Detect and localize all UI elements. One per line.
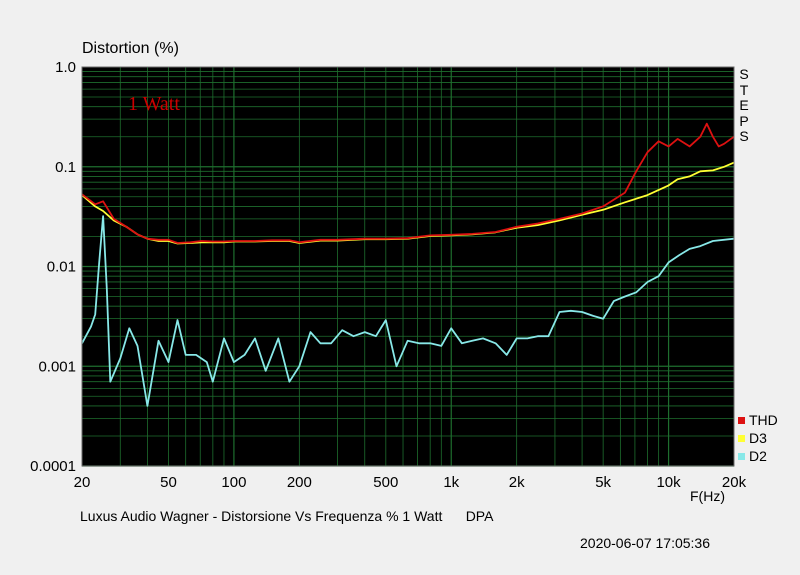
steps-letter: P (739, 112, 749, 129)
y-tick-label: 0.1 (55, 159, 76, 176)
legend-swatch-thd (738, 416, 745, 424)
chart-caption: Luxus Audio Wagner - Distorsione Vs Freq… (80, 508, 494, 524)
x-tick-label: 50 (160, 474, 177, 491)
x-tick-label: 20k (722, 474, 747, 491)
timestamp: 2020-06-07 17:05:36 (580, 535, 710, 551)
steps-letter: S (739, 66, 749, 82)
plot-border (81, 66, 735, 467)
steps-letter: S (739, 128, 749, 145)
legend: THD D3 D2 (738, 411, 778, 465)
legend-label-thd: THD (749, 412, 778, 428)
steps-label: S T E P S (737, 66, 751, 145)
legend-item-d3: D3 (738, 429, 778, 447)
x-tick-label: 2k (509, 474, 525, 491)
x-tick-label: 5k (595, 474, 611, 491)
legend-item-d2: D2 (738, 447, 778, 465)
annotation-1-watt: 1 Watt (128, 93, 180, 115)
x-tick-label: 20 (74, 474, 91, 491)
legend-label-d2: D2 (749, 448, 767, 464)
y-tick-label: 0.0001 (30, 458, 76, 475)
x-tick-label: 200 (287, 474, 312, 491)
legend-swatch-d2 (738, 452, 745, 460)
x-axis-label: F(Hz) (690, 488, 725, 504)
chart-title: Distortion (%) (82, 40, 179, 57)
x-tick-label: 500 (373, 474, 398, 491)
y-tick-label: 0.001 (38, 358, 76, 375)
x-tick-label: 100 (221, 474, 246, 491)
series-line-d2 (81, 215, 735, 407)
steps-letter: E (739, 97, 749, 114)
y-tick-label: 1.0 (55, 59, 76, 76)
series-line-thd (81, 122, 735, 244)
x-tick-label: 10k (656, 474, 681, 491)
legend-swatch-d3 (738, 434, 745, 442)
legend-label-d3: D3 (749, 430, 767, 446)
steps-letter: T (739, 81, 749, 98)
x-tick-label: 1k (443, 474, 459, 491)
y-tick-label: 0.01 (47, 259, 76, 276)
legend-item-thd: THD (738, 411, 778, 429)
